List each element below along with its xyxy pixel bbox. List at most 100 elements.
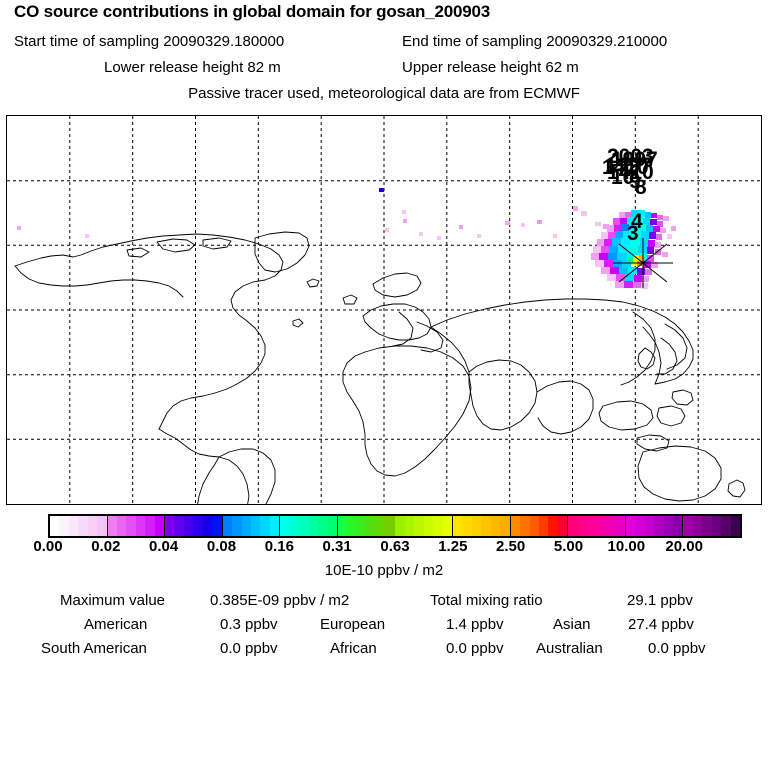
colorbar-band — [337, 516, 348, 536]
colorbar-band — [59, 516, 69, 536]
colorbar-tick-label: 1.25 — [438, 538, 468, 555]
maximum-value-label: Maximum value — [60, 592, 166, 609]
colorbar-band — [107, 516, 118, 536]
colorbar-band — [174, 516, 185, 536]
colorbar-band — [605, 516, 616, 536]
colorbar-band — [308, 516, 319, 536]
colorbar-band — [644, 516, 655, 536]
colorbar-band — [730, 516, 740, 536]
colorbar-segment — [337, 516, 396, 536]
colorbar-segment — [280, 516, 338, 536]
colorbar-band — [500, 516, 510, 536]
colorbar-band — [520, 516, 530, 536]
colorbar-band — [654, 516, 664, 536]
colorbar-band — [557, 516, 568, 536]
region-value-australian: 0.0 ppbv — [648, 640, 706, 657]
plume-cells — [17, 188, 676, 289]
map-annotation-8: 4 — [631, 210, 643, 233]
graticule — [7, 116, 761, 504]
release-site-marker — [613, 238, 673, 288]
stats-row-2: South American 0.0 ppbv African 0.0 ppbv… — [0, 640, 768, 662]
colorbar-band — [414, 516, 424, 536]
map-annotation-9: 3 — [627, 222, 639, 245]
region-value-american: 0.3 ppbv — [220, 616, 278, 633]
colorbar-tick-labels: 0.00 0.02 0.04 0.08 0.16 0.31 0.63 1.25 2.50 5.00… — [0, 538, 768, 558]
colorbar-band — [241, 516, 252, 536]
colorbar-band — [385, 516, 395, 536]
colorbar-band — [672, 516, 683, 536]
colorbar-tick-label: 10.00 — [607, 538, 646, 555]
region-label-african: African — [330, 640, 377, 657]
region-value-asian: 27.4 ppbv — [628, 616, 694, 633]
colorbar-band — [222, 516, 233, 536]
map-annotation-5: 10 — [611, 166, 634, 189]
end-time-label: End time of sampling 20090329.210000 — [402, 33, 668, 50]
map-annotation-0: 2003 — [607, 145, 654, 168]
colorbar-band — [453, 516, 463, 536]
colorbar-band — [702, 516, 712, 536]
colorbar-segment — [107, 516, 166, 536]
region-label-european: European — [320, 616, 386, 633]
colorbar-band — [232, 516, 242, 536]
region-value-african: 0.0 ppbv — [446, 640, 504, 657]
colorbar-band — [548, 516, 558, 536]
colorbar-segment — [683, 516, 740, 536]
colorbar-band — [490, 516, 501, 536]
colorbar-band — [538, 516, 549, 536]
region-label-asian: Asian — [553, 616, 591, 633]
colorbar-segment — [222, 516, 281, 536]
region-value-south-american: 0.0 ppbv — [220, 640, 278, 657]
colorbar-band — [442, 516, 453, 536]
map-canvas: 2003 1997 1997 1410 1410 10 9 8 4 3 — [7, 116, 761, 504]
colorbar-band — [202, 516, 213, 536]
colorbar-band — [154, 516, 165, 536]
colorbar-segment — [50, 516, 108, 536]
map-annotation-2: 1997 — [605, 154, 652, 177]
colorbar-segment — [510, 516, 569, 536]
total-mixing-ratio-value: 29.1 ppbv — [627, 592, 693, 609]
colorbar — [48, 514, 742, 538]
map-annotation-3: 1410 — [602, 156, 649, 179]
colorbar-band — [68, 516, 79, 536]
colorbar-band — [289, 516, 300, 536]
colorbar-tick-label: 0.63 — [380, 538, 410, 555]
colorbar-band — [165, 516, 175, 536]
colorbar-band — [529, 516, 539, 536]
map-annotations: 2003 1997 1997 1410 1410 10 9 8 4 3 — [602, 145, 658, 245]
colorbar-tick-label: 0.04 — [149, 538, 179, 555]
colorbar-tick-label: 0.31 — [322, 538, 352, 555]
colorbar-band — [356, 516, 367, 536]
region-label-american: American — [84, 616, 148, 633]
colorbar-band — [117, 516, 127, 536]
colorbar-band — [471, 516, 482, 536]
colorbar-tick-label: 5.00 — [553, 538, 584, 555]
lower-release-height-label: Lower release height 82 m — [104, 59, 281, 76]
colorbar-gradient — [48, 514, 742, 538]
colorbar-segment — [625, 516, 684, 536]
colorbar-band — [433, 516, 443, 536]
colorbar-band — [126, 516, 136, 536]
region-value-european: 1.4 ppbv — [446, 616, 504, 633]
colorbar-band — [299, 516, 309, 536]
map-annotation-7: 8 — [635, 176, 647, 199]
maximum-value-value: 0.385E-09 ppbv / m2 — [210, 592, 350, 609]
colorbar-tick-label: 20.00 — [665, 538, 703, 555]
colorbar-band — [269, 516, 280, 536]
colorbar-tick-label: 0.08 — [206, 538, 237, 555]
colorbar-band — [625, 516, 636, 536]
colorbar-band — [615, 516, 625, 536]
map-annotation-6: 9 — [629, 170, 641, 193]
statistics-panel: Maximum value 0.385E-09 ppbv / m2 Total … — [0, 592, 768, 672]
colorbar-band — [280, 516, 290, 536]
coastlines — [14, 231, 746, 504]
colorbar-band — [251, 516, 261, 536]
colorbar-band — [635, 516, 645, 536]
colorbar-band — [692, 516, 703, 536]
colorbar-band — [510, 516, 521, 536]
colorbar-band — [193, 516, 203, 536]
colorbar-band — [683, 516, 693, 536]
colorbar-unit-label: 10E-10 ppbv / m2 — [324, 562, 444, 579]
colorbar-band — [327, 516, 337, 536]
colorbar-band — [663, 516, 673, 536]
